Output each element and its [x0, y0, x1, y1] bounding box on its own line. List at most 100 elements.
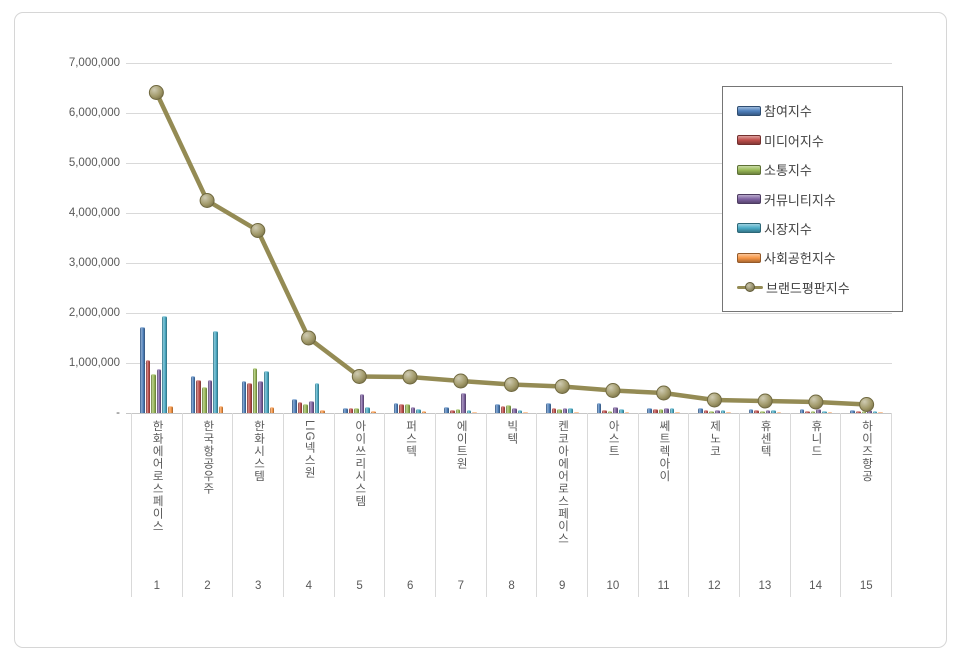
category-rank: 9 [559, 580, 566, 592]
brand-index-marker [757, 393, 773, 409]
bar-커뮤니티지수 [613, 406, 619, 413]
category-label: 하이즈항공 [860, 420, 873, 483]
brand-index-marker [554, 379, 570, 394]
bar-group [385, 63, 436, 413]
category-label: 쎄트렉아이 [657, 420, 670, 483]
category-cell: 쎄트렉아이 11 [637, 413, 689, 597]
bar-커뮤니티지수 [258, 381, 263, 413]
bar-미디어지수 [500, 406, 506, 413]
bar-사회공헌지수 [421, 411, 427, 413]
bar-사회공헌지수 [218, 406, 224, 413]
category-label: 아스트 [607, 420, 620, 458]
legend-swatch-icon [737, 223, 761, 234]
category-rank: 4 [305, 580, 313, 592]
brand-index-marker [453, 373, 469, 389]
legend-label: 사회공헌지수 [764, 251, 836, 267]
gridline [126, 63, 892, 64]
bar-참여지수 [190, 375, 196, 413]
bar-참여지수 [393, 402, 399, 413]
bar-group [435, 63, 486, 413]
category-cell: 아이쓰리시스템 5 [333, 413, 385, 597]
legend-item: 커뮤니티지수 [737, 190, 902, 209]
gridline [126, 363, 892, 364]
brand-index-marker [351, 369, 367, 384]
gridline [126, 113, 892, 114]
brand-index-marker [504, 377, 519, 392]
bar-group [740, 63, 791, 413]
bar-시장지수 [365, 407, 370, 413]
bar-소통지수 [252, 368, 258, 413]
bar-시장지수 [771, 410, 776, 413]
brand-index-marker [402, 369, 418, 385]
bar-사회공헌지수 [624, 411, 630, 413]
bar-groups [131, 63, 892, 413]
legend-item: 미디어지수 [737, 131, 902, 150]
bar-커뮤니티지수 [765, 409, 771, 413]
bar-미디어지수 [196, 380, 201, 413]
brand-index-marker [808, 394, 824, 410]
bar-사회공헌지수 [320, 410, 325, 413]
bar-사회공헌지수 [472, 411, 478, 413]
category-rank: 11 [657, 580, 670, 592]
category-cell: 한화시스템 3 [232, 413, 283, 597]
bar-미디어지수 [399, 404, 404, 413]
brand-index-marker [859, 397, 875, 412]
category-rank: 5 [356, 580, 363, 592]
legend-label: 미디어지수 [764, 133, 824, 149]
bar-미디어지수 [551, 407, 557, 413]
gridline [126, 163, 892, 164]
category-label: 한국항공우주 [201, 420, 214, 495]
bar-사회공헌지수 [523, 411, 528, 413]
bar-커뮤니티지수 [714, 409, 720, 413]
legend-item: 사회공헌지수 [737, 248, 902, 267]
legend-label: 시장지수 [764, 221, 812, 237]
bar-시장지수 [263, 370, 269, 413]
legend-item: 참여지수 [737, 101, 902, 120]
category-cell: 제노코 12 [688, 413, 739, 597]
bar-소통지수 [506, 405, 511, 413]
bar-사회공헌지수 [776, 411, 782, 413]
bar-미디어지수 [602, 410, 607, 413]
category-rank: 10 [606, 580, 620, 592]
legend-item: 소통지수 [737, 160, 902, 179]
legend-label: 소통지수 [764, 163, 812, 179]
bar-참여지수 [140, 327, 145, 413]
bar-소통지수 [354, 408, 359, 413]
bar-사회공헌지수 [878, 411, 883, 413]
bar-소통지수 [303, 403, 309, 413]
category-label: 에이트원 [455, 420, 468, 470]
bar-미디어지수 [348, 408, 354, 413]
y-tick-label: 6,000,000 [68, 107, 120, 119]
category-label: 아이쓰리시스템 [353, 420, 366, 508]
bar-참여지수 [596, 402, 602, 413]
category-cell: 퍼스텍 6 [384, 413, 435, 597]
bar-group [131, 63, 182, 413]
legend-item: 시장지수 [737, 219, 902, 238]
category-label: 한화시스템 [252, 420, 265, 483]
brand-index-marker [148, 85, 164, 100]
category-rank: 1 [153, 580, 161, 592]
bar-group [486, 63, 537, 413]
bar-미디어지수 [297, 402, 303, 413]
bar-참여지수 [545, 403, 551, 413]
bar-group [537, 63, 588, 413]
bar-소통지수 [810, 411, 816, 413]
bar-소통지수 [404, 403, 410, 413]
bar-시장지수 [213, 331, 218, 413]
bar-참여지수 [748, 408, 754, 413]
bar-소통지수 [760, 410, 765, 413]
y-tick-label: 1,000,000 [68, 357, 120, 369]
category-label: 퍼스텍 [404, 420, 417, 458]
y-tick-label: 3,000,000 [68, 257, 120, 269]
category-cell: 한화에어로스페이스 1 [131, 413, 182, 597]
bar-시장지수 [466, 410, 472, 413]
bar-시장지수 [416, 408, 421, 413]
category-cell: 켄코아에어로스페이스 9 [536, 413, 587, 597]
category-label: 빅텍 [505, 420, 518, 445]
category-label: 휴센텍 [759, 420, 772, 458]
bar-사회공헌지수 [827, 411, 833, 413]
legend-swatch-icon [737, 252, 761, 263]
bar-참여지수 [850, 409, 855, 413]
category-label: 제노코 [708, 420, 721, 458]
bar-참여지수 [292, 398, 297, 413]
